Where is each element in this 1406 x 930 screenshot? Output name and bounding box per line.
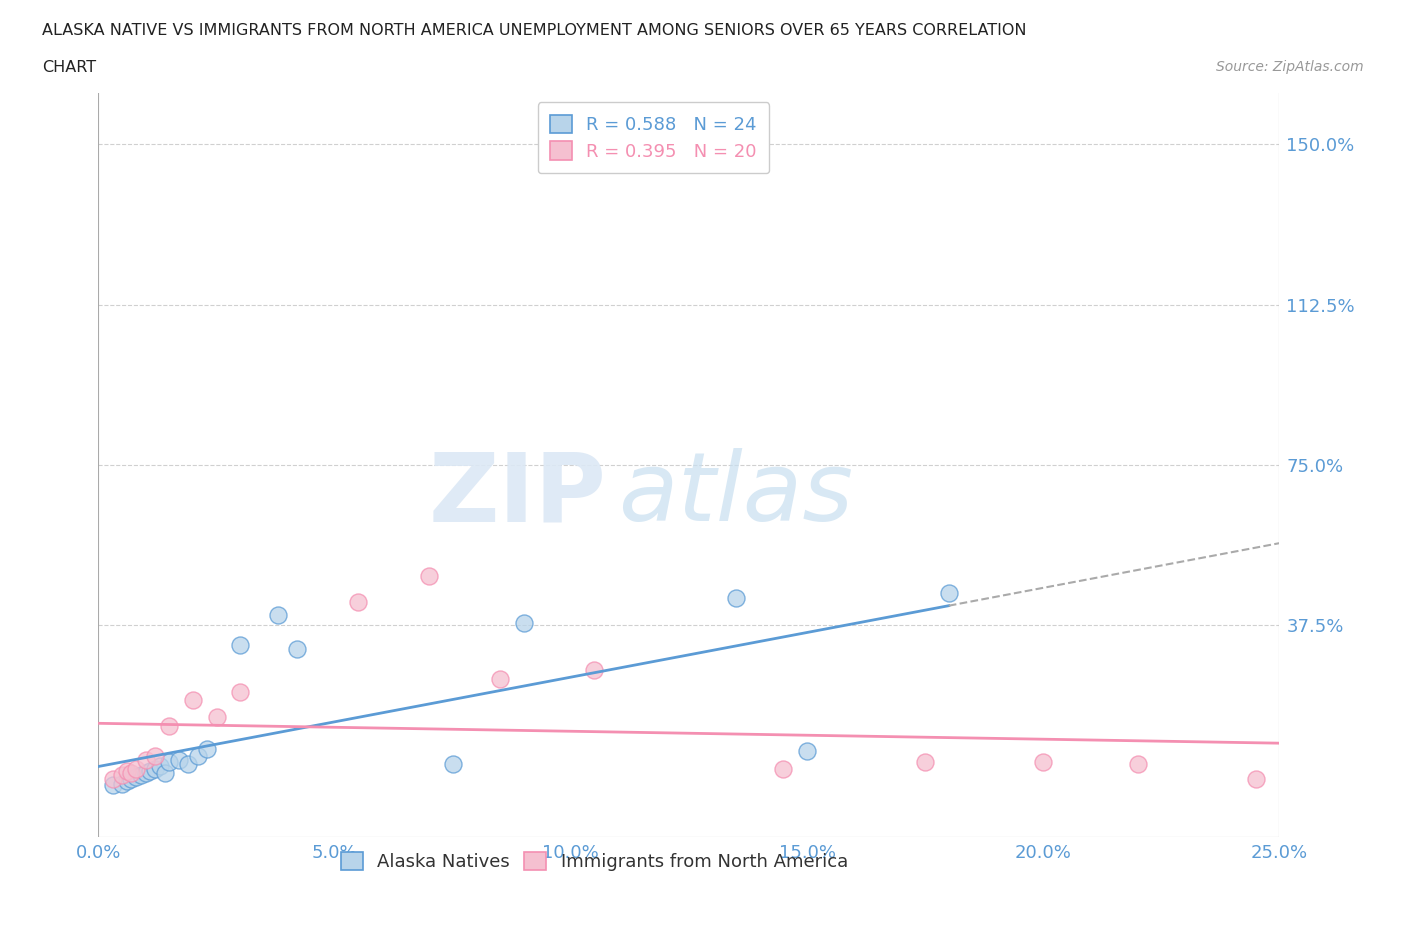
Point [418, 569, 440, 584]
Point [153, 765, 176, 780]
Point [512, 616, 534, 631]
Point [101, 777, 124, 792]
Point [725, 591, 748, 605]
Point [129, 767, 152, 782]
Point [285, 642, 308, 657]
Point [1032, 755, 1054, 770]
Text: Source: ZipAtlas.com: Source: ZipAtlas.com [1216, 60, 1364, 74]
Point [111, 767, 134, 782]
Point [125, 761, 148, 776]
Text: ALASKA NATIVE VS IMMIGRANTS FROM NORTH AMERICA UNEMPLOYMENT AMONG SENIORS OVER 6: ALASKA NATIVE VS IMMIGRANTS FROM NORTH A… [42, 23, 1026, 38]
Point [125, 770, 148, 785]
Point [441, 757, 464, 772]
Point [101, 772, 124, 787]
Legend: Alaska Natives, Immigrants from North America: Alaska Natives, Immigrants from North Am… [332, 843, 856, 880]
Point [143, 761, 166, 776]
Point [267, 607, 290, 622]
Point [177, 757, 200, 772]
Point [187, 749, 209, 764]
Point [149, 759, 172, 774]
Point [167, 752, 190, 767]
Point [796, 744, 818, 759]
Point [121, 772, 143, 787]
Point [772, 761, 794, 776]
Point [121, 765, 143, 780]
Point [914, 755, 936, 770]
Text: ZIP: ZIP [429, 448, 606, 541]
Point [135, 752, 157, 767]
Point [143, 749, 166, 764]
Point [205, 710, 228, 724]
Point [115, 764, 138, 778]
Point [938, 586, 960, 601]
Point [157, 718, 180, 733]
Point [1126, 757, 1149, 772]
Text: CHART: CHART [42, 60, 96, 75]
Point [115, 774, 138, 789]
Point [1244, 772, 1267, 787]
Point [229, 684, 252, 699]
Point [139, 764, 162, 778]
Text: atlas: atlas [619, 448, 853, 541]
Point [181, 693, 204, 708]
Point [135, 765, 157, 780]
Point [195, 742, 218, 757]
Point [157, 755, 180, 770]
Point [111, 777, 134, 791]
Point [489, 671, 512, 686]
Point [229, 637, 252, 652]
Point [347, 594, 370, 609]
Point [583, 663, 606, 678]
